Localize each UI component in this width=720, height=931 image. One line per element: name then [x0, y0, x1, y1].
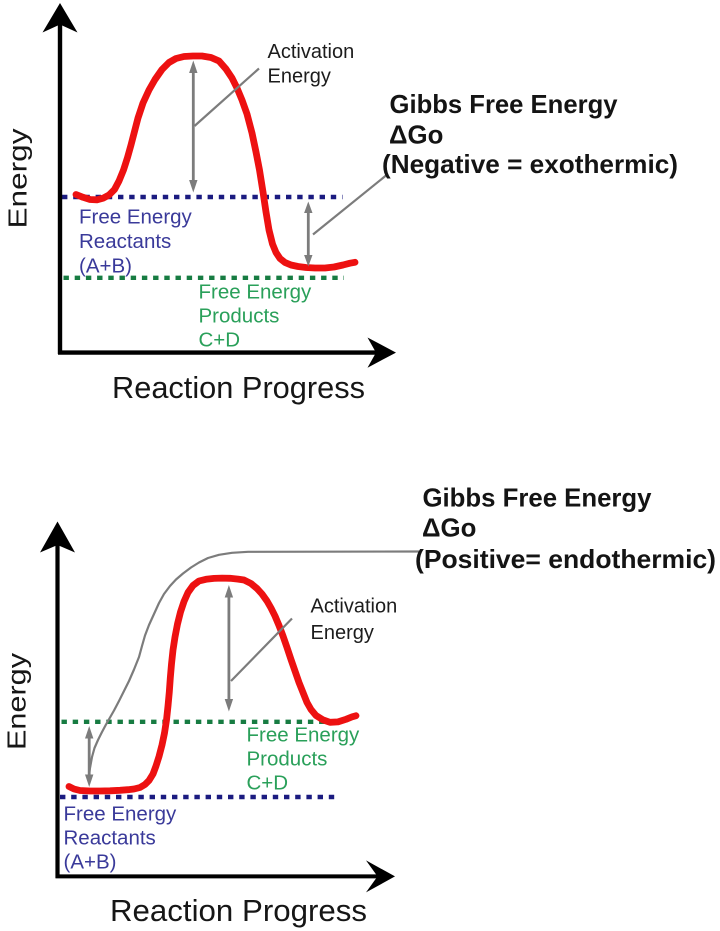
svg-text:Gibbs Free Energy: Gibbs Free Energy: [423, 485, 653, 513]
svg-text:Reaction Progress: Reaction Progress: [112, 370, 365, 405]
svg-text:(A+B): (A+B): [79, 255, 132, 278]
svg-text:C+D: C+D: [199, 328, 241, 351]
svg-text:Gibbs Free Energy: Gibbs Free Energy: [390, 91, 619, 119]
svg-text:Reactants: Reactants: [64, 827, 156, 850]
svg-text:Activation: Activation: [311, 596, 398, 618]
svg-text:Energy: Energy: [311, 622, 374, 644]
svg-text:Free Energy: Free Energy: [199, 281, 313, 304]
svg-text:Products: Products: [247, 748, 328, 771]
svg-text:Energy: Energy: [268, 66, 331, 88]
svg-text:Free Energy: Free Energy: [64, 803, 178, 826]
svg-text:Activation: Activation: [268, 41, 355, 63]
svg-text:Free Energy: Free Energy: [247, 724, 361, 747]
svg-text:Reaction Progress: Reaction Progress: [110, 893, 367, 928]
svg-text:Energy: Energy: [2, 653, 32, 750]
svg-text:(A+B): (A+B): [64, 851, 117, 874]
svg-text:Energy: Energy: [3, 129, 33, 229]
svg-text:ΔGo: ΔGo: [389, 122, 443, 150]
svg-text:Reactants: Reactants: [79, 230, 171, 253]
svg-text:Products: Products: [199, 305, 280, 328]
svg-text:ΔGo: ΔGo: [422, 515, 476, 543]
svg-text:Free Energy: Free Energy: [79, 206, 193, 229]
svg-text:(Negative = exothermic): (Negative = exothermic): [382, 151, 678, 179]
svg-text:C+D: C+D: [247, 772, 289, 795]
svg-text:(Positive= endothermic): (Positive= endothermic): [415, 546, 716, 574]
